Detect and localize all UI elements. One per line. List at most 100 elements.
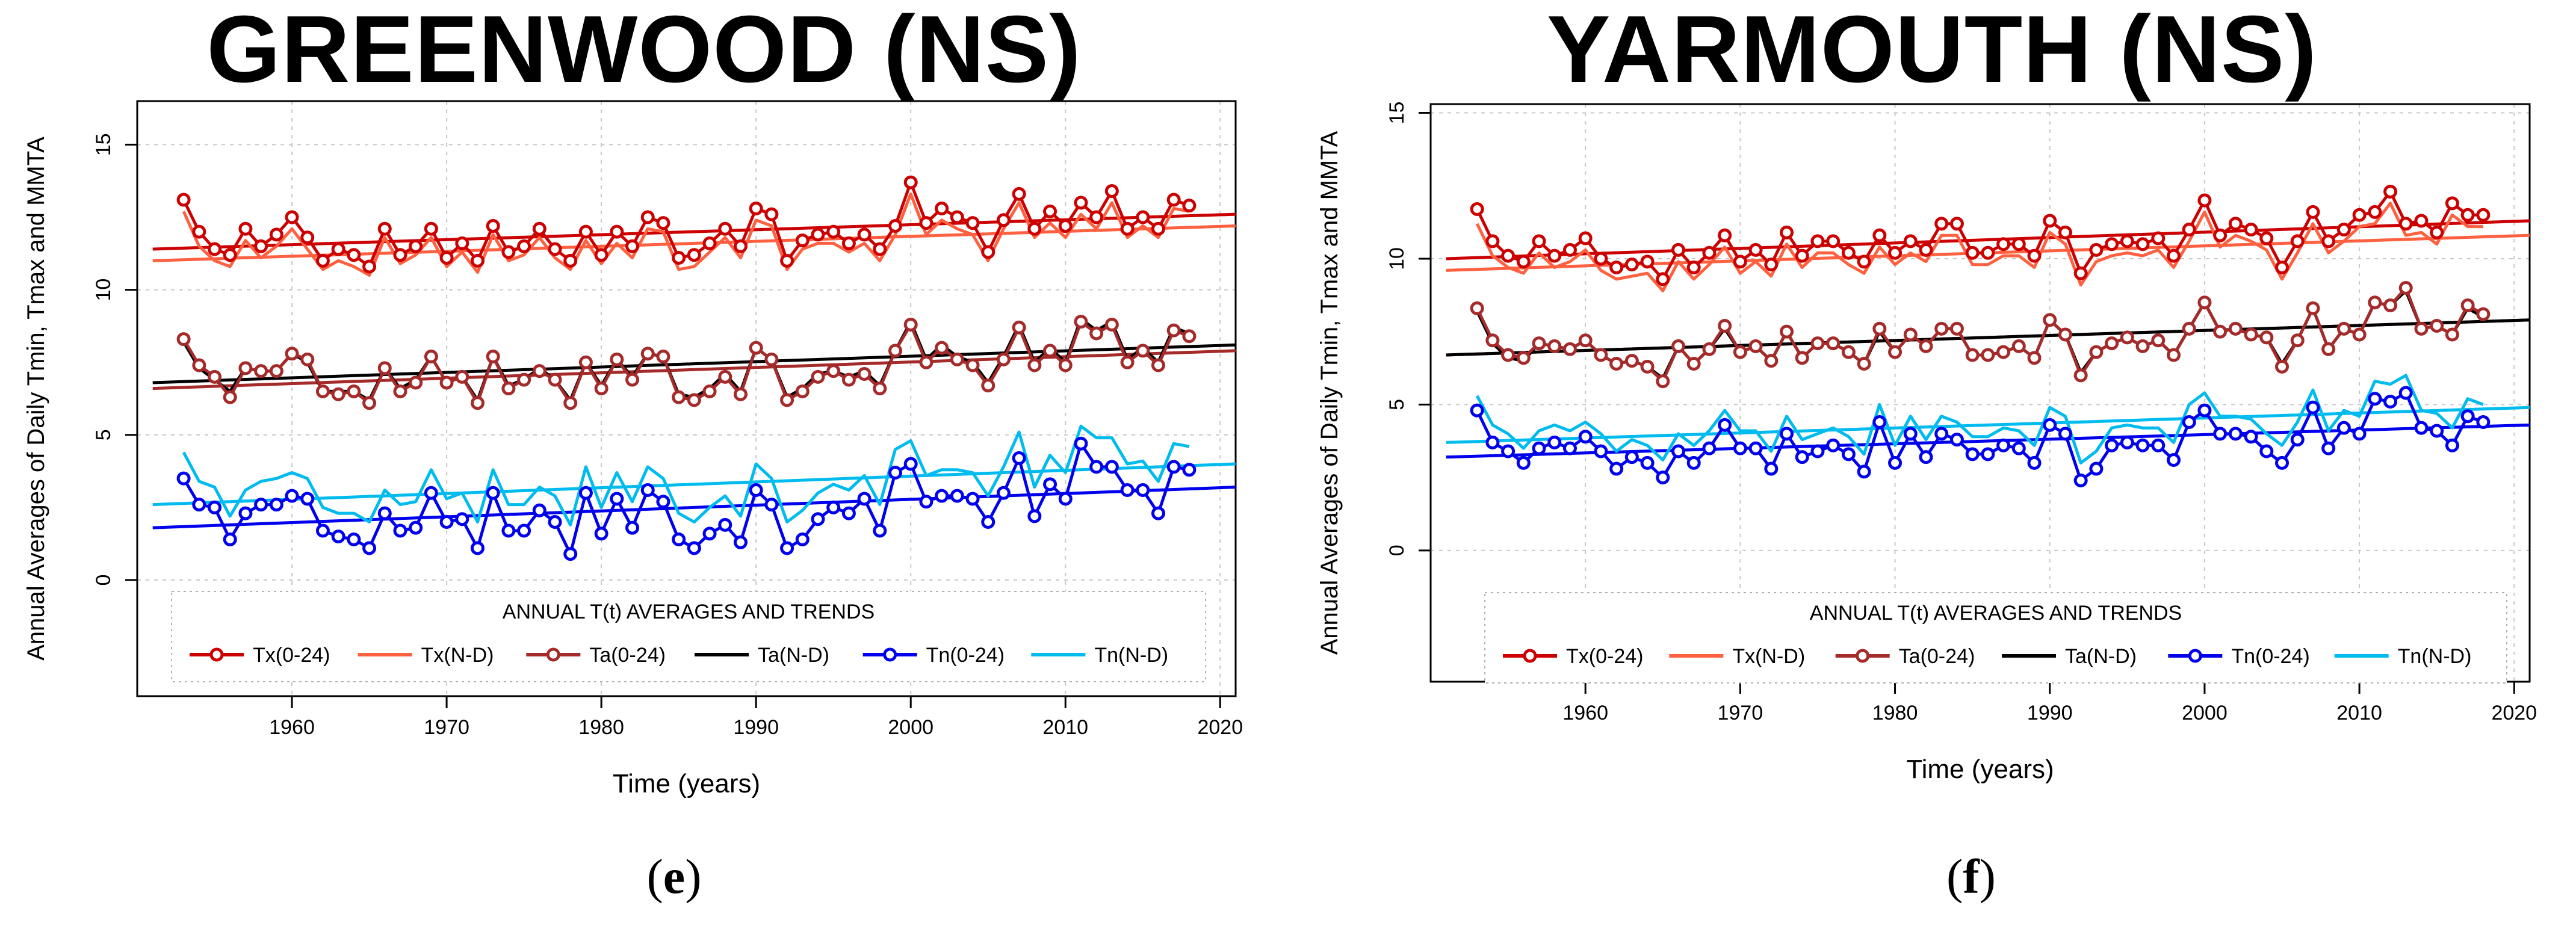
- point-ta-0-24: [2073, 368, 2088, 383]
- point-ta-0-24: [2352, 327, 2367, 342]
- point-ta-0-24: [377, 361, 392, 375]
- point-tx-0-24: [1702, 245, 1717, 260]
- point-tn-0-24: [2058, 427, 2072, 441]
- point-ta-0-24: [811, 369, 825, 384]
- point-tn-0-24: [965, 492, 980, 506]
- point-tx-0-24: [548, 242, 562, 256]
- point-ta-0-24: [548, 372, 562, 387]
- point-tx-0-24: [811, 227, 825, 242]
- chart-panel-greenwood: GREENWOOD (NS) 1960 1970 1980 1990 2000 2010 2…: [23, 0, 1243, 904]
- point-tx-0-24: [2398, 217, 2413, 231]
- point-ta-0-24: [300, 352, 315, 366]
- point-tn-0-24: [2321, 441, 2336, 455]
- point-ta-0-24: [1027, 358, 1042, 372]
- line-chart-yarmouth: 1960 1970 1980 1990 2000 2010 2020 0 5 10 15 Time (…: [1316, 102, 2537, 784]
- x-tick-label: 2000: [2182, 702, 2228, 724]
- point-ta-0-24: [192, 358, 206, 372]
- point-tx-0-24: [2011, 237, 2026, 252]
- y-tick-label: 0: [92, 575, 115, 586]
- point-tx-0-24: [1151, 221, 1165, 236]
- point-tx-0-24: [1764, 258, 1779, 272]
- point-tx-0-24: [1547, 248, 1562, 263]
- point-tx-0-24: [2460, 208, 2475, 222]
- point-tn-0-24: [1826, 438, 1841, 452]
- point-tx-0-24: [1872, 228, 1887, 242]
- legend: ANNUAL T(t) AVERAGES AND TRENDS Tx(0-24) T…: [1484, 592, 2507, 684]
- point-tx-0-24: [2027, 248, 2042, 263]
- point-tx-0-24: [764, 207, 779, 221]
- point-tx-0-24: [950, 210, 964, 224]
- point-ta-0-24: [2213, 324, 2228, 339]
- point-tn-0-24: [578, 486, 593, 500]
- point-tx-0-24: [2228, 217, 2243, 231]
- point-tx-0-24: [1485, 234, 1500, 248]
- point-ta-0-24: [1501, 348, 1516, 362]
- point-ta-0-24: [254, 364, 268, 378]
- point-tn-0-24: [254, 498, 268, 512]
- point-ta-0-24: [1671, 339, 1685, 353]
- point-tn-0-24: [610, 492, 624, 506]
- point-tn-0-24: [2197, 403, 2212, 418]
- point-tn-0-24: [1903, 427, 1918, 441]
- point-tx-0-24: [269, 227, 283, 242]
- point-ta-0-24: [2166, 348, 2181, 362]
- point-ta-0-24: [1903, 327, 1918, 342]
- point-tn-0-24: [1578, 430, 1593, 444]
- x-tick-label: 1990: [2027, 702, 2073, 724]
- point-tn-0-24: [1609, 461, 1624, 476]
- point-tx-0-24: [857, 227, 872, 242]
- point-ta-0-24: [702, 384, 717, 398]
- point-tx-0-24: [455, 236, 469, 250]
- point-ta-0-24: [2105, 336, 2119, 351]
- point-tx-0-24: [749, 202, 763, 216]
- point-tn-0-24: [702, 526, 717, 541]
- point-ta-0-24: [176, 332, 191, 347]
- x-axis: 1960 1970 1980 1990 2000 2010 2020: [269, 696, 1243, 739]
- point-tn-0-24: [2182, 415, 2196, 429]
- point-tn-0-24: [455, 512, 469, 526]
- point-ta-0-24: [1120, 355, 1135, 369]
- y-tick-label: 10: [1386, 247, 1408, 270]
- point-tn-0-24: [377, 506, 392, 520]
- point-tn-0-24: [1120, 483, 1135, 497]
- legend-title: ANNUAL T(t) AVERAGES AND TRENDS: [1810, 602, 2182, 625]
- point-tn-0-24: [935, 489, 949, 503]
- panel-label: (f): [1911, 848, 2031, 905]
- point-tn-0-24: [2476, 415, 2491, 429]
- legend-label-tx-n-d: Tx(N-D): [421, 644, 494, 667]
- point-tx-0-24: [1624, 258, 1639, 272]
- point-tn-0-24: [1043, 477, 1057, 492]
- point-tn-0-24: [919, 495, 933, 509]
- point-tx-0-24: [2445, 196, 2459, 211]
- point-ta-0-24: [578, 355, 593, 369]
- x-tick-label: 1960: [269, 716, 315, 739]
- x-tick-label: 2020: [1197, 716, 1243, 739]
- point-tx-0-24: [780, 253, 794, 268]
- legend-marker-ta-0-24: [1856, 649, 1870, 663]
- point-ta-0-24: [2011, 339, 2026, 353]
- point-tx-0-24: [1578, 231, 1593, 245]
- point-ta-0-24: [2197, 295, 2212, 310]
- point-tn-0-24: [1485, 435, 1500, 449]
- point-tn-0-24: [718, 517, 732, 532]
- point-ta-0-24: [1547, 339, 1562, 353]
- point-tn-0-24: [2275, 455, 2290, 470]
- point-tn-0-24: [1501, 444, 1516, 458]
- point-tx-0-24: [285, 210, 299, 224]
- point-tx-0-24: [1562, 242, 1577, 257]
- point-ta-0-24: [795, 384, 810, 398]
- series-line-tx-n-d: [1475, 202, 2483, 292]
- point-tn-0-24: [424, 486, 438, 500]
- point-tn-0-24: [1516, 455, 1531, 470]
- panel-label-letter: e: [663, 849, 686, 904]
- point-tn-0-24: [486, 486, 500, 500]
- point-tx-0-24: [2089, 242, 2104, 257]
- point-ta-0-24: [1686, 357, 1701, 371]
- point-ta-0-24: [950, 352, 964, 366]
- point-ta-0-24: [2476, 307, 2491, 321]
- y-axis: 0 5 10 15: [1386, 102, 1431, 556]
- point-tx-0-24: [2166, 248, 2181, 263]
- point-tn-0-24: [1733, 441, 1747, 455]
- point-tn-0-24: [517, 523, 531, 538]
- point-tn-0-24: [192, 498, 206, 512]
